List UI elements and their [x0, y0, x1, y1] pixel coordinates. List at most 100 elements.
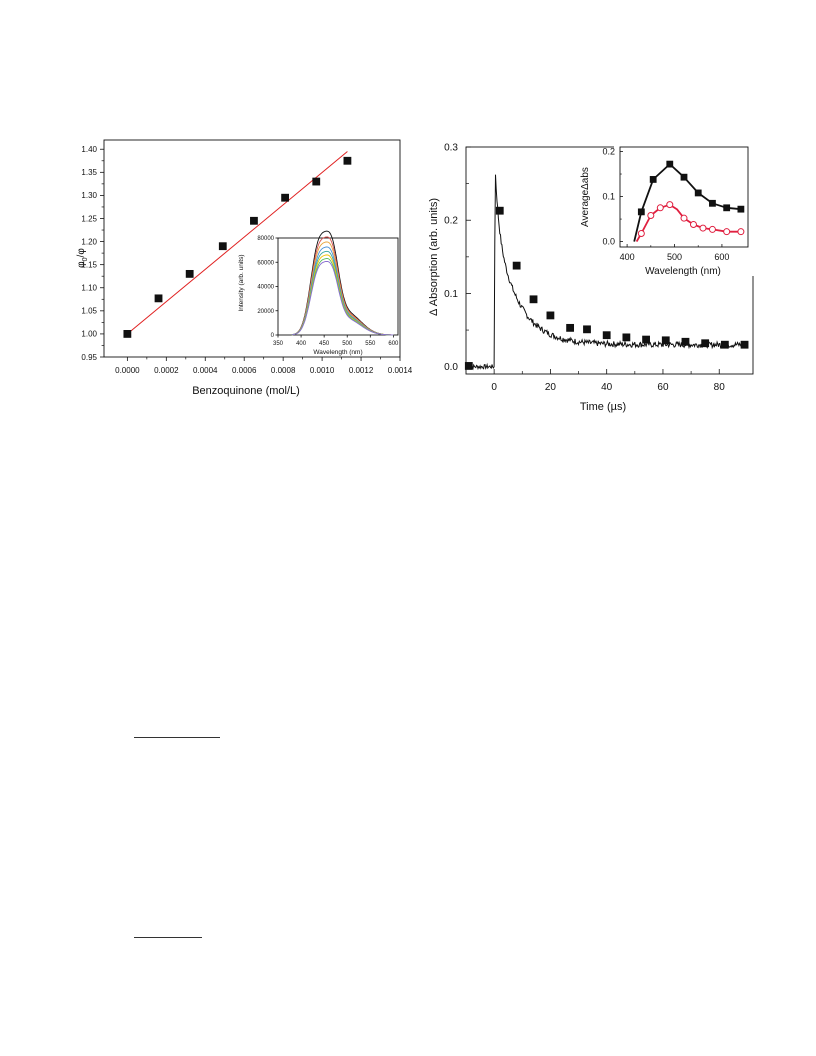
average-inset-curves: [633, 160, 745, 243]
average-inset-y-tick-label: 0.2: [602, 147, 615, 157]
emission-spectrum-curve: [291, 230, 394, 336]
emission-inset-x-tick-label: 500: [342, 341, 353, 347]
stern-volmer-y-tick-label: 1.15: [81, 260, 97, 269]
stern-volmer-x-tick-label: 0.0000: [115, 366, 140, 375]
decay-point: [464, 362, 473, 370]
decay-point: [512, 261, 521, 270]
footnote-rule: [134, 937, 202, 938]
emission-inset-y-tick-label: 80000: [257, 236, 274, 242]
average-spectrum-circle-marker: [689, 220, 697, 228]
transient-x-tick-label: 0: [491, 382, 497, 393]
transient-x-tick-label: 80: [714, 382, 726, 393]
stern-volmer-x-tick-label: 0.0008: [271, 366, 296, 375]
decay-point: [642, 335, 650, 344]
decay-point: [583, 325, 591, 334]
emission-inset-y-axis-label: Intensity (arb. units): [238, 254, 245, 311]
average-inset-x-tick-label: 500: [667, 252, 682, 262]
average-spectrum-square-marker: [723, 204, 731, 212]
emission-spectra-inset: 350 400 450 500 550 600020000400006000080000 …: [238, 230, 399, 356]
stern-volmer-chart: 0.0000 0.0002 0.0004 0.0006 0.0008 0.0010 0.00…: [76, 139, 413, 397]
transient-y-tick-label: 0.2: [444, 216, 458, 227]
stern-volmer-x-tick-label: 0.0004: [193, 366, 218, 375]
stern-volmer-y-tick-label: 1.25: [81, 214, 97, 223]
average-spectrum-circle-marker: [637, 229, 645, 237]
stern-volmer-y-tick-label: 0.95: [81, 353, 97, 362]
stern-volmer-x-tick-label: 0.0012: [349, 366, 374, 375]
average-spectrum-square-marker: [637, 208, 645, 216]
average-inset-y-axis-label: AverageΔabs: [580, 167, 591, 227]
stern-volmer-axes: 0.0000 0.0002 0.0004 0.0006 0.0008 0.0010 0.00…: [81, 139, 413, 375]
average-spectrum-square-marker: [737, 205, 745, 213]
data-point: [343, 156, 352, 165]
average-spectrum-circle-marker: [699, 224, 707, 232]
transient-absorption-chart: 0 20 40 60 80 0.0 0.1 0.2 0.3 Time (µs) Δ Absorp…: [428, 142, 758, 413]
average-spectrum-square-marker: [680, 173, 688, 181]
emission-inset-axes: 350 400 450 500 550 600 0 20000 40000 60000 80000: [257, 236, 399, 347]
average-inset-x-tick-label: 600: [714, 252, 729, 262]
emission-inset-y-tick-label: 40000: [257, 285, 274, 291]
stern-volmer-x-tick-label: 0.0014: [388, 366, 413, 375]
average-absorption-inset: 400 500 600 0.0 0.1 0.2 Wavelength (nm) Avera…: [580, 142, 758, 277]
decay-point: [740, 340, 749, 349]
emission-inset-x-tick-label: 400: [296, 341, 307, 347]
transient-x-tick-label: 60: [657, 382, 669, 393]
decay-point: [529, 295, 538, 304]
emission-inset-x-tick-label: 600: [388, 341, 399, 347]
stern-volmer-y-tick-label: 1.30: [81, 191, 97, 200]
average-spectrum-circle-marker: [647, 211, 655, 219]
average-inset-x-tick-label: 400: [620, 252, 635, 262]
transient-absorption-marks: [464, 174, 749, 371]
decay-point: [661, 336, 670, 345]
stern-volmer-x-tick-label: 0.0010: [310, 366, 335, 375]
transient-x-tick-label: 40: [601, 382, 613, 393]
average-spectrum-square-marker: [694, 189, 702, 197]
decay-point: [546, 311, 555, 320]
emission-inset-x-tick-label: 550: [365, 341, 376, 347]
average-spectrum-square-marker: [666, 160, 674, 168]
emission-inset-y-tick-label: 20000: [257, 309, 274, 315]
average-inset-y-tick-label: 0.0: [602, 237, 615, 247]
stern-volmer-x-axis-label: Benzoquinone (mol/L): [192, 385, 300, 397]
emission-inset-y-tick-label: 0: [271, 333, 275, 339]
transient-y-tick-label: 0.0: [444, 362, 458, 373]
emission-inset-curves: [291, 230, 394, 336]
decay-trace: [468, 174, 748, 371]
average-inset-y-tick-label: 0.1: [602, 192, 615, 202]
decay-point: [566, 323, 575, 332]
data-point: [250, 216, 258, 225]
stern-volmer-y-tick-label: 1.20: [81, 237, 97, 246]
stern-volmer-marks: [123, 151, 352, 338]
data-point: [123, 330, 132, 338]
stern-volmer-y-tick-label: 1.00: [81, 330, 97, 339]
stern-volmer-y-tick-label: 1.10: [81, 284, 97, 293]
data-point: [312, 177, 321, 186]
average-spectrum-circle-marker: [656, 204, 664, 212]
decay-point: [720, 340, 729, 349]
average-inset-x-axis-label: Wavelength (nm): [645, 266, 721, 277]
footnote-rule: [134, 737, 220, 738]
stern-volmer-x-tick-label: 0.0002: [154, 366, 179, 375]
transient-y-tick-label: 0.3: [444, 143, 458, 154]
emission-inset-x-tick-label: 450: [319, 341, 330, 347]
decay-point: [622, 333, 631, 342]
stern-volmer-y-tick-label: 1.35: [81, 168, 97, 177]
average-spectrum-circle-marker: [737, 228, 745, 236]
transient-x-axis-label: Time (µs): [580, 401, 626, 413]
stern-volmer-y-tick-label: 1.05: [81, 307, 97, 316]
average-spectrum-circle-marker: [723, 228, 731, 236]
average-spectrum-circle-marker: [680, 214, 688, 222]
emission-spectrum-curve: [291, 260, 394, 336]
stern-volmer-y-tick-label: 1.40: [81, 145, 97, 154]
emission-inset-x-axis-label: Wavelength (nm): [313, 349, 362, 356]
decay-point: [701, 339, 710, 348]
emission-inset-y-tick-label: 60000: [257, 260, 274, 266]
data-point: [218, 242, 227, 251]
emission-spectrum-curve: [291, 236, 394, 336]
transient-y-tick-label: 0.1: [444, 289, 458, 300]
emission-spectrum-curve: [291, 241, 394, 336]
data-point: [185, 269, 194, 278]
stern-volmer-y-axis-label: φ0/φ: [76, 248, 89, 268]
average-spectrum-square-marker: [709, 199, 716, 207]
decay-point: [681, 337, 690, 346]
